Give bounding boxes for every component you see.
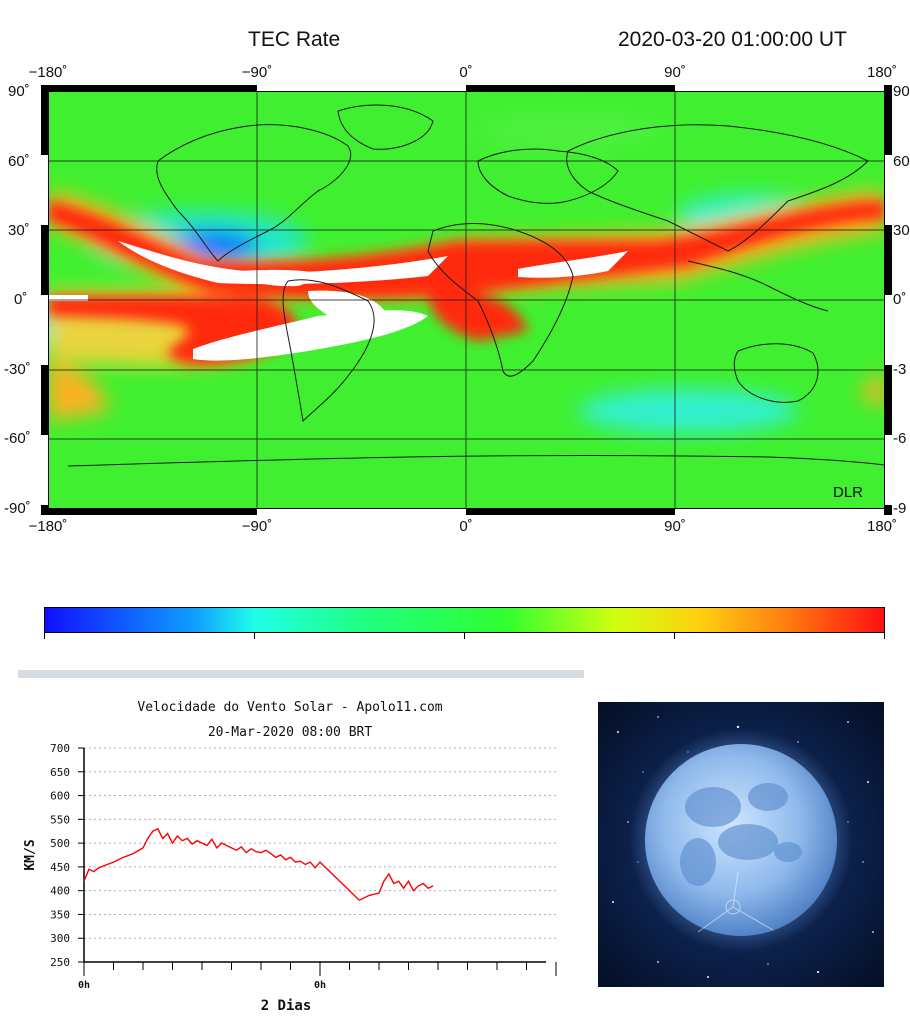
lat-right-label: 60: [893, 153, 910, 170]
y-tick-label: 250: [50, 956, 70, 969]
x-axis-label: 2 Dias: [261, 998, 312, 1014]
solar-wind-series: [83, 827, 434, 902]
lon-bottom-label: 90˚: [664, 518, 686, 535]
lat-left-label: 60˚: [8, 153, 30, 170]
map-frame-top: [41, 85, 892, 91]
y-tick-label: 600: [50, 790, 70, 803]
lon-bottom-label: 0˚: [459, 518, 473, 535]
lat-right-label: 90: [893, 83, 910, 100]
lat-left-label: -60˚: [4, 430, 31, 447]
lat-right-label: -6: [893, 430, 907, 447]
moon-photo: [598, 702, 884, 987]
x-tick-label: 0h: [314, 980, 326, 991]
y-tick-label: 650: [50, 766, 70, 779]
lon-bottom-label: −180˚: [28, 518, 68, 535]
y-tick-label: 400: [50, 885, 70, 898]
lon-bottom-label: 180˚: [866, 518, 898, 535]
lat-left-label: -90˚: [4, 500, 31, 517]
lat-right-label: -9: [893, 500, 907, 517]
lat-left-label: 30˚: [8, 222, 30, 239]
lon-top-label: 0˚: [459, 64, 473, 81]
y-axis-label: KM/S: [23, 839, 38, 870]
y-tick-label: 300: [50, 932, 70, 945]
lat-right-label: -3: [893, 361, 907, 378]
tec-map: [48, 91, 885, 509]
colorbar-ticks: [44, 633, 885, 647]
lon-bottom-label: −90˚: [241, 518, 273, 535]
lon-top-label: 180˚: [866, 64, 898, 81]
lat-right-label: 0˚: [893, 291, 907, 308]
lon-top-label: −180˚: [28, 64, 68, 81]
chart-subtitle: 20-Mar-2020 08:00 BRT: [207, 725, 373, 740]
lat-left-label: -30˚: [4, 361, 31, 378]
y-tick-label: 350: [50, 908, 70, 921]
x-tick-label: 0h: [78, 980, 90, 991]
solar-wind-chart: 700 650 600 550 500 450 400 350 300 250 0h 0h KM/S 2 …: [23, 742, 557, 1014]
map-frame-right: [885, 85, 892, 515]
section-divider: [18, 670, 584, 678]
stars: [612, 716, 874, 978]
colorbar: [44, 607, 885, 633]
lon-top-label: 90˚: [664, 64, 686, 81]
lon-top-label: −90˚: [241, 64, 273, 81]
map-frame-bottom: [41, 509, 892, 515]
map-frame-left: [41, 85, 48, 515]
map-credit: DLR: [833, 484, 864, 501]
lat-right-label: 30: [893, 222, 910, 239]
tec-datetime: 2020-03-20 01:00:00 UT: [618, 28, 847, 51]
tec-title: TEC Rate: [248, 28, 341, 51]
y-tick-label: 500: [50, 837, 70, 850]
y-tick-label: 450: [50, 861, 70, 874]
chart-title: Velocidade do Vento Solar - Apolo11.com: [137, 700, 443, 715]
coastlines: [67, 104, 885, 467]
lat-left-label: 0˚: [14, 291, 28, 308]
moon-maria: [680, 783, 802, 886]
y-tick-label: 700: [50, 742, 70, 755]
lat-left-label: 90˚: [8, 83, 30, 100]
map-grid: [48, 91, 885, 509]
y-tick-label: 550: [50, 813, 70, 826]
